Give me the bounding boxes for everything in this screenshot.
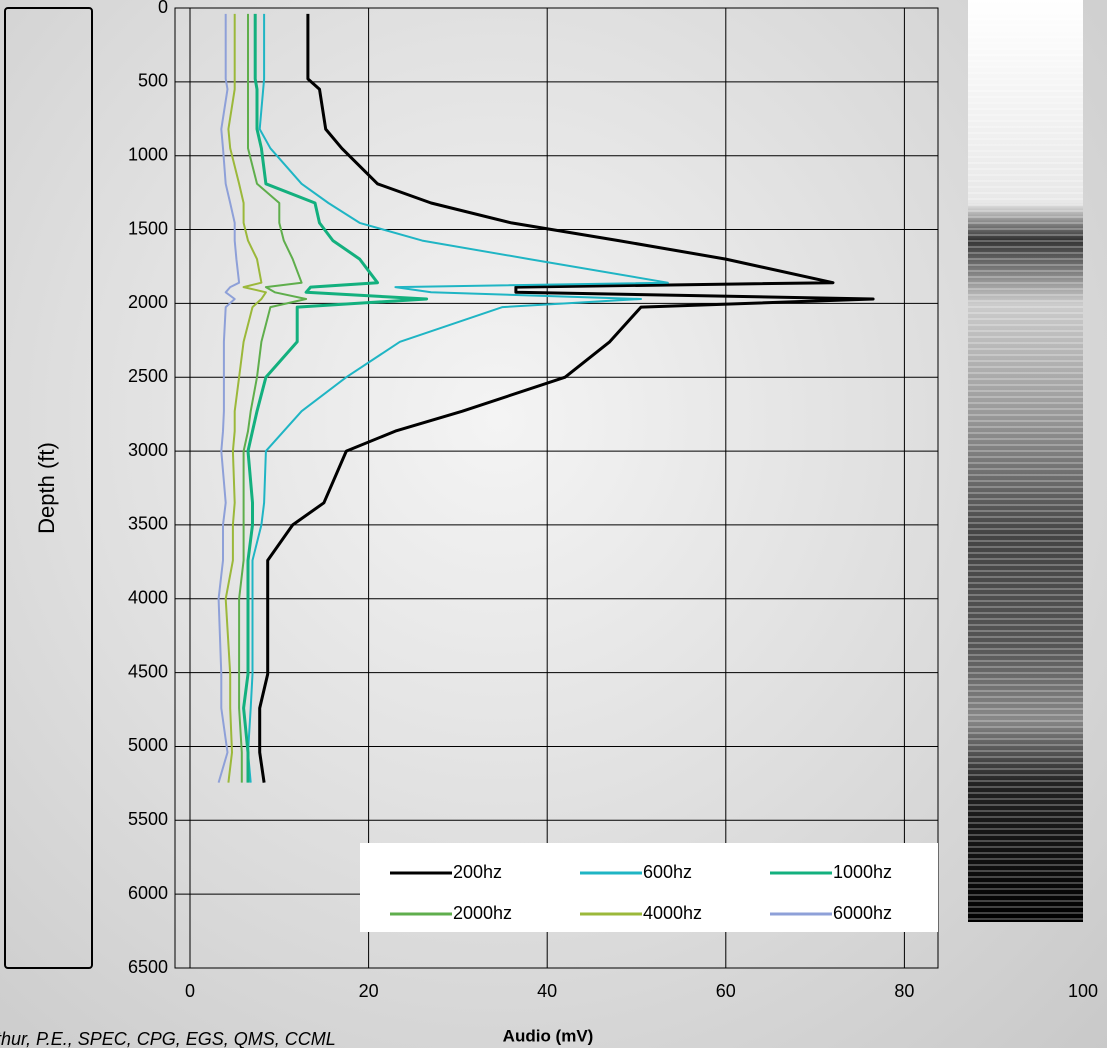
- y-tick-label: 5500: [128, 809, 168, 829]
- y-tick-label: 1500: [128, 218, 168, 238]
- y-axis-title: Depth (ft): [34, 442, 59, 534]
- series-line: [244, 14, 427, 783]
- x-tick-label: 100: [1068, 981, 1098, 1001]
- author-credit: thur, P.E., SPEC, CPG, EGS, QMS, CCML: [0, 1029, 336, 1048]
- legend-label: 6000hz: [833, 903, 892, 923]
- y-tick-label: 6000: [128, 883, 168, 903]
- legend-label: 200hz: [453, 862, 502, 882]
- series-line: [248, 14, 668, 783]
- y-tick-label: 1000: [128, 144, 168, 164]
- legend-label: 2000hz: [453, 903, 512, 923]
- log-image-texture: [968, 0, 1083, 922]
- x-axis-title: Audio (mV): [503, 1026, 594, 1045]
- plot: [219, 14, 874, 783]
- x-tick-label: 60: [716, 981, 736, 1001]
- x-tick-label: 40: [537, 981, 557, 1001]
- y-tick-label: 6500: [128, 957, 168, 977]
- y-tick-label: 3000: [128, 440, 168, 460]
- plot-frame: [175, 8, 938, 968]
- y-tick-label: 4500: [128, 661, 168, 681]
- y-tick-label: 2500: [128, 366, 168, 386]
- y-tick-label: 0: [158, 0, 168, 17]
- chart: Depth (ft) Audio (mV) thur, P.E., SPEC, …: [0, 0, 1107, 1048]
- y-tick-label: 3500: [128, 514, 168, 534]
- y-tick-label: 2000: [128, 292, 168, 312]
- x-tick-label: 80: [894, 981, 914, 1001]
- y-tick-label: 5000: [128, 735, 168, 755]
- y-tick-label: 500: [138, 71, 168, 91]
- x-tick-label: 0: [185, 981, 195, 1001]
- y-tick-label: 4000: [128, 588, 168, 608]
- series-line: [260, 14, 873, 783]
- x-tick-label: 20: [359, 981, 379, 1001]
- page: {"chart_data":{"type":"line","x_label":"…: [0, 0, 1107, 1048]
- legend-label: 600hz: [643, 862, 692, 882]
- legend-label: 4000hz: [643, 903, 702, 923]
- legend-label: 1000hz: [833, 862, 892, 882]
